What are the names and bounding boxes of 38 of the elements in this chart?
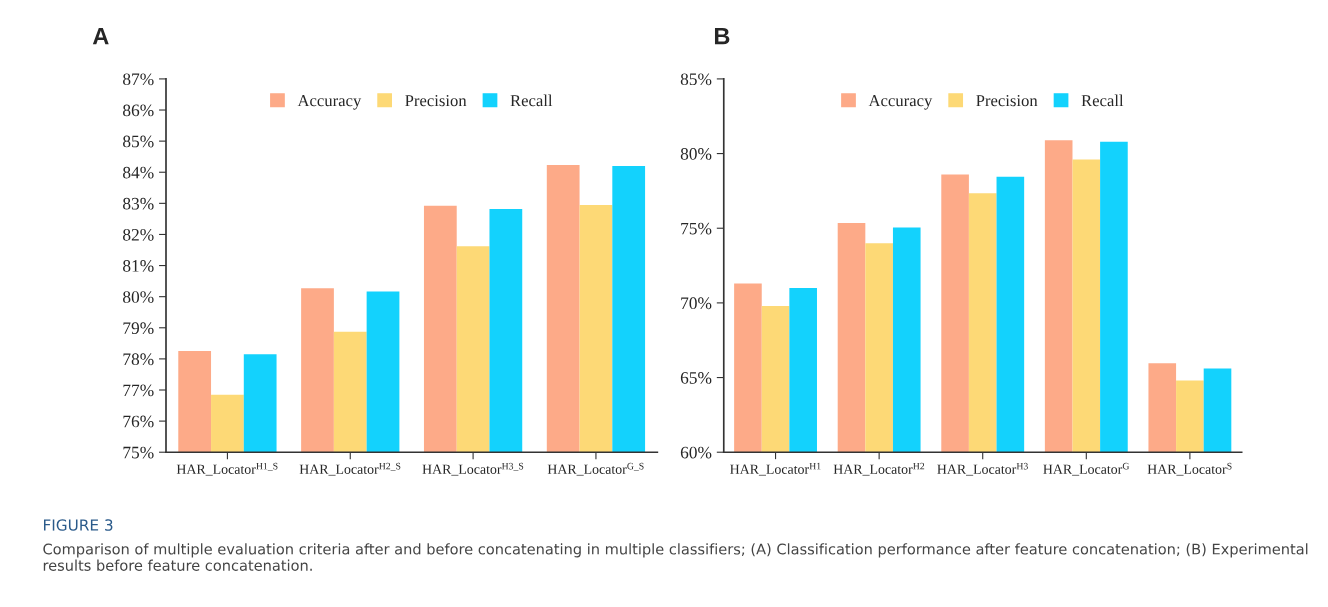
- x-tick-label: HAR_Locator$^{S}$: [1147, 462, 1232, 476]
- chart-title: A: [92, 27, 109, 45]
- y-tick-label: 75%: [123, 446, 154, 459]
- legend-label: Accuracy: [297, 95, 362, 110]
- caption: FIGURE 3: [44, 519, 113, 531]
- y-tick-label: 87%: [123, 73, 154, 86]
- y-tick-label: 82%: [123, 228, 154, 241]
- x-tick-label: HAR_Locator$^{G}$: [1043, 462, 1130, 476]
- y-tick-label: 80%: [680, 148, 712, 160]
- legend-label: Accuracy: [868, 95, 933, 110]
- y-tick-label: 86%: [123, 104, 154, 117]
- y-tick-label: 81%: [123, 260, 154, 272]
- y-tick-label: 84%: [123, 166, 154, 179]
- y-tick-label: 70%: [681, 297, 712, 310]
- x-tick-label: HAR_Locator$^{H3}$: [937, 462, 1028, 476]
- y-tick-label: 80%: [123, 291, 154, 303]
- y-tick-label: 85%: [123, 135, 154, 148]
- y-tick-label: 79%: [123, 322, 154, 335]
- y-tick-label: 65%: [680, 372, 712, 384]
- y-tick-label: 76%: [123, 415, 154, 428]
- legend-label: Recall: [510, 94, 553, 107]
- chart-title: B: [714, 27, 730, 45]
- y-tick-label: 77%: [123, 384, 154, 397]
- y-tick-label: 75%: [681, 222, 712, 235]
- x-tick-label: HAR_Locator$^{H1}$: [730, 462, 821, 476]
- x-tick-label: HAR_Locator$^{H2}$: [833, 462, 925, 476]
- legend-label: Precision: [405, 95, 467, 107]
- y-tick-label: 60%: [680, 446, 712, 459]
- y-tick-label: 78%: [123, 353, 154, 366]
- text: Comparison of multiple evaluation criteria after and before concatenating in multiple classifiers; (A) Classification performance after feature concatenation; (B) Experimental results before feature concatenation.: [43, 543, 1308, 571]
- y-tick-label: 83%: [123, 197, 154, 210]
- x-tick-label: HAR_Locator$^{H1_S}$: [176, 462, 278, 476]
- y-tick-label: 85%: [680, 73, 712, 86]
- legend-label: Recall: [1081, 94, 1124, 107]
- x-tick-label: HAR_Locator$^{H3_S}$: [422, 462, 524, 476]
- x-tick-label: HAR_Locator$^{H2_S}$: [299, 462, 401, 476]
- x-tick-label: HAR_Locator$^{G_S}$: [547, 462, 644, 476]
- legend-label: Precision: [976, 95, 1038, 107]
